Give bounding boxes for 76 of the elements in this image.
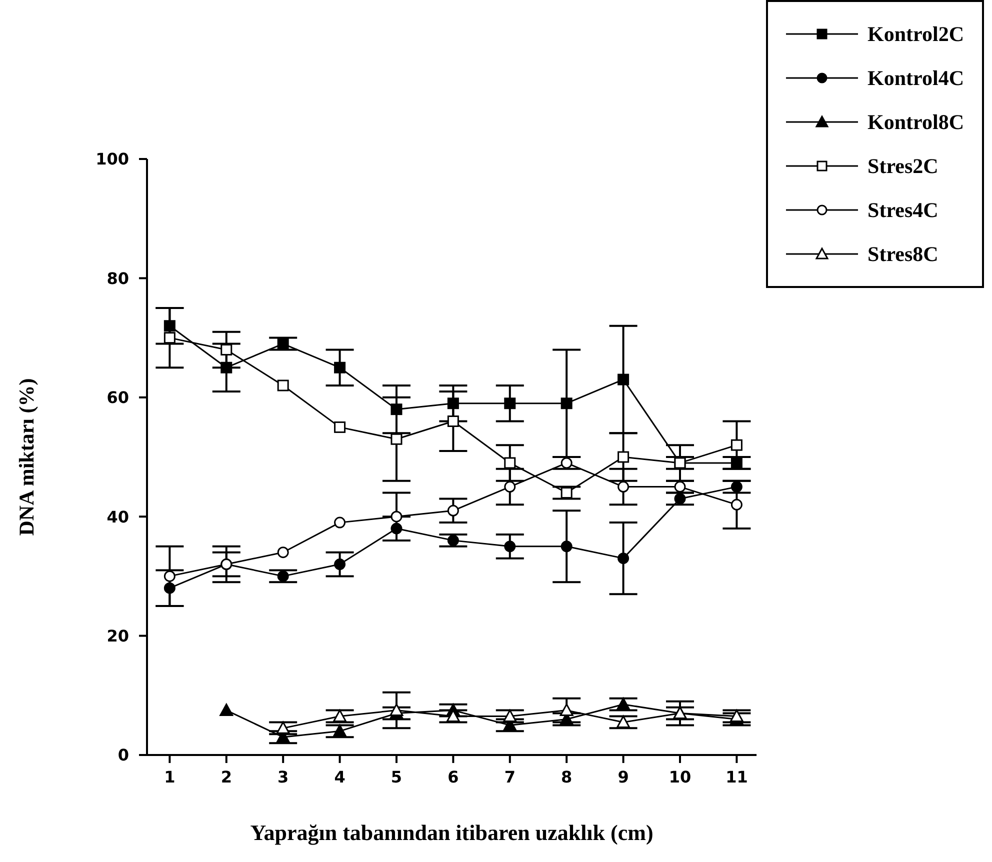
- point: [730, 481, 742, 493]
- x-tick-label: 2: [220, 767, 232, 786]
- point: [220, 704, 234, 716]
- point: [730, 710, 744, 722]
- point: [447, 534, 459, 546]
- point: [560, 487, 572, 499]
- x-tick-label: 4: [334, 767, 346, 786]
- point: [277, 546, 289, 558]
- legend-label: Kontrol4C: [868, 66, 964, 90]
- x-tick-label: 6: [448, 767, 459, 786]
- point: [503, 710, 517, 722]
- x-tick-label: 7: [504, 767, 516, 786]
- point: [618, 481, 630, 493]
- x-tick-label: 1: [164, 767, 176, 786]
- point: [164, 570, 176, 582]
- point: [447, 398, 459, 410]
- point: [390, 522, 402, 534]
- point: [674, 492, 686, 504]
- x-tick-label: 3: [278, 767, 289, 786]
- point: [616, 698, 630, 710]
- point: [334, 362, 346, 374]
- point: [560, 704, 574, 716]
- point: [164, 332, 176, 344]
- point: [504, 540, 516, 552]
- point: [390, 704, 404, 716]
- y-tick-label: 100: [96, 150, 129, 169]
- y-tick-label: 60: [106, 388, 129, 408]
- y-axis-title: DNA miktarı (%): [14, 378, 38, 536]
- point: [618, 451, 630, 463]
- point: [334, 516, 346, 528]
- point: [220, 362, 232, 374]
- point: [277, 570, 289, 582]
- point: [730, 498, 742, 510]
- x-tick-label: 11: [726, 767, 748, 786]
- point: [164, 582, 176, 594]
- x-axis-title: Yaprağın tabanından itibaren uzaklık (cm): [250, 820, 654, 845]
- point: [730, 439, 742, 451]
- legend-label: Stres2C: [868, 154, 938, 178]
- point: [560, 457, 572, 469]
- point: [730, 457, 742, 469]
- point: [447, 504, 459, 516]
- point: [333, 710, 347, 722]
- legend-label: Stres4C: [868, 198, 938, 222]
- y-tick-label: 80: [106, 268, 129, 288]
- y-tick-label: 0: [118, 746, 129, 765]
- point: [446, 710, 460, 722]
- x-tick-label: 9: [618, 767, 629, 786]
- x-tick-label: 10: [668, 767, 692, 786]
- point: [334, 558, 346, 570]
- point: [674, 481, 686, 493]
- point: [276, 721, 290, 734]
- point: [277, 380, 289, 392]
- point: [618, 374, 630, 386]
- point: [504, 457, 516, 469]
- point: [390, 510, 402, 522]
- point: [560, 540, 572, 552]
- point: [616, 715, 630, 728]
- point: [504, 398, 516, 410]
- legend-label: Kontrol8C: [868, 110, 964, 134]
- point: [333, 724, 347, 737]
- legend-label: Stres8C: [868, 242, 938, 266]
- point: [220, 344, 232, 356]
- point: [277, 338, 289, 350]
- y-tick-label: 20: [106, 626, 129, 646]
- point: [334, 421, 346, 433]
- point: [504, 481, 516, 493]
- point: [164, 320, 176, 332]
- point: [390, 433, 402, 445]
- point: [390, 404, 402, 416]
- point: [447, 415, 459, 427]
- point: [618, 552, 630, 564]
- x-tick-label: 5: [390, 767, 402, 786]
- legend-label: Kontrol2C: [868, 22, 964, 46]
- point: [560, 398, 572, 410]
- y-tick-label: 40: [106, 507, 129, 526]
- x-tick-label: 8: [561, 767, 572, 786]
